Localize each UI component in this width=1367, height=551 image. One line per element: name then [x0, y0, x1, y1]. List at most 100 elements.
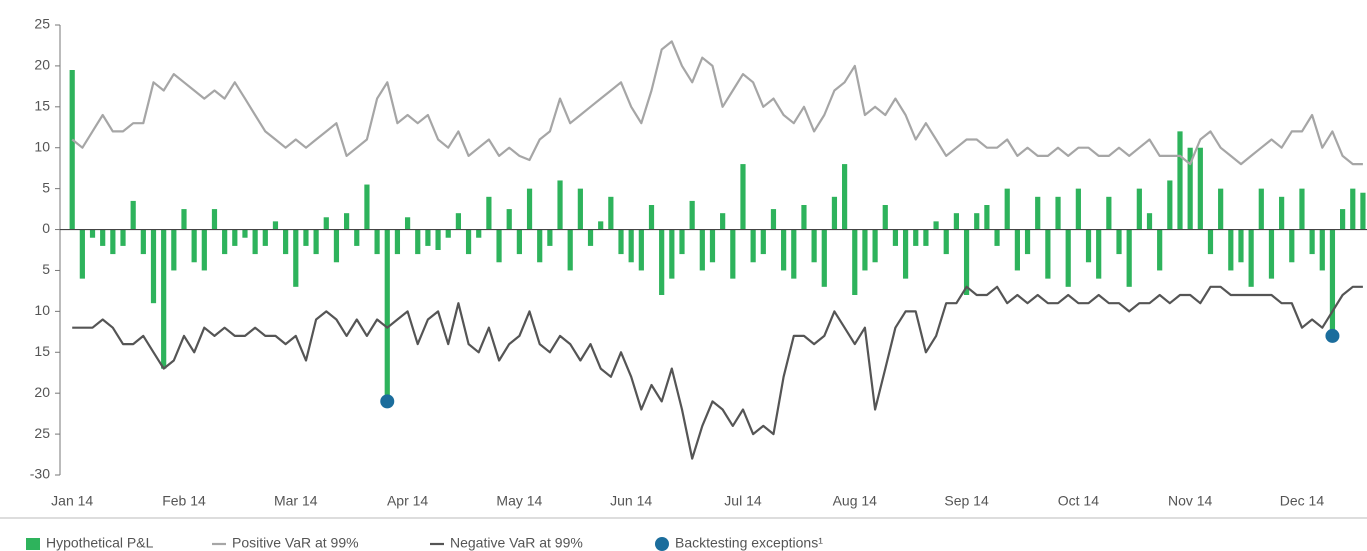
bar	[1035, 196, 1041, 230]
bar	[1197, 147, 1203, 230]
x-tick-label: May 14	[496, 493, 542, 509]
x-tick-label: Jan 14	[51, 493, 93, 509]
bar	[872, 229, 878, 263]
bar	[963, 229, 970, 295]
y-tick-label: 0	[42, 220, 50, 236]
bar	[598, 221, 604, 230]
y-tick-label: 20	[34, 57, 50, 73]
bar	[344, 213, 350, 230]
bar	[486, 196, 492, 230]
bar	[201, 229, 207, 271]
bar	[1350, 188, 1356, 230]
x-tick-label: Feb 14	[162, 493, 206, 509]
bar	[1146, 213, 1153, 230]
bar	[831, 196, 838, 230]
bar	[862, 229, 868, 271]
bar	[1207, 229, 1214, 255]
x-tick-label: Dec 14	[1280, 493, 1325, 509]
bar	[902, 229, 909, 279]
bar	[689, 200, 695, 230]
bar	[821, 229, 827, 287]
bar	[770, 209, 777, 230]
bar	[892, 229, 899, 246]
legend-swatch	[655, 537, 669, 551]
bar	[69, 70, 75, 230]
bar	[709, 229, 716, 263]
x-tick-label: Mar 14	[274, 493, 318, 509]
bar	[415, 229, 421, 255]
bar	[211, 209, 218, 230]
bar	[465, 229, 472, 255]
bar	[120, 229, 126, 246]
bar	[1085, 229, 1092, 263]
bar	[130, 200, 136, 230]
bar	[1096, 229, 1102, 279]
bar	[1218, 188, 1224, 230]
bar	[638, 229, 644, 271]
x-tick-label: Oct 14	[1058, 493, 1099, 509]
bar	[1004, 188, 1010, 230]
bar	[445, 229, 451, 238]
bar	[89, 229, 96, 238]
exception-point	[380, 394, 395, 409]
bar	[364, 184, 370, 230]
bar	[913, 229, 919, 246]
bar	[1167, 180, 1173, 230]
bar	[435, 229, 441, 250]
legend-swatch	[26, 538, 40, 550]
bar	[1045, 229, 1051, 279]
bar	[1329, 229, 1336, 336]
bar	[1177, 131, 1183, 230]
bar	[1289, 229, 1295, 263]
bar	[537, 229, 543, 263]
bar	[760, 229, 766, 255]
x-tick-label: Apr 14	[387, 493, 428, 509]
bar	[1360, 192, 1366, 230]
bar	[1299, 188, 1305, 230]
bar	[100, 229, 106, 246]
y-tick-label: 25	[34, 425, 50, 441]
bar	[1258, 188, 1264, 230]
bar	[608, 196, 614, 230]
bar	[252, 229, 258, 255]
bar	[1126, 229, 1132, 287]
bar	[994, 229, 1000, 246]
bar	[1268, 229, 1275, 279]
x-tick-label: Sep 14	[944, 493, 989, 509]
bar	[262, 229, 268, 246]
bar	[181, 209, 187, 230]
bar	[984, 205, 990, 230]
bar	[79, 229, 85, 279]
bar	[577, 188, 583, 230]
bar	[567, 229, 573, 271]
bar	[882, 205, 888, 230]
bar	[222, 229, 228, 255]
y-tick-label: 15	[34, 343, 50, 359]
bar	[171, 229, 177, 271]
bar	[1309, 229, 1315, 255]
bar	[842, 164, 848, 230]
bar	[232, 229, 238, 246]
line	[71, 40, 1363, 166]
y-tick-label: 20	[34, 384, 50, 400]
bar	[852, 229, 858, 295]
bar	[699, 229, 705, 271]
bar	[161, 229, 167, 369]
bar	[1187, 147, 1193, 230]
bar	[323, 217, 329, 230]
y-tick-label: -30	[30, 466, 50, 482]
bar	[1248, 229, 1254, 287]
y-tick-label: 10	[34, 138, 50, 154]
bar	[455, 213, 462, 230]
bar	[404, 217, 411, 230]
bar	[628, 229, 634, 263]
bar	[1075, 188, 1081, 230]
bar	[1116, 229, 1122, 255]
bar	[648, 205, 655, 230]
bar	[1228, 229, 1234, 271]
bar	[293, 229, 299, 287]
bar	[303, 229, 309, 246]
bar	[374, 229, 380, 255]
bar	[1279, 196, 1285, 230]
